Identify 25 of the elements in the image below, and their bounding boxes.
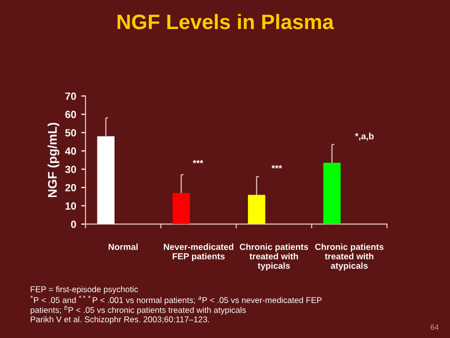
chart-title: NGF Levels in Plasma <box>118 14 334 30</box>
x-tick-label: Chronic patients treated with atypicals <box>315 244 384 271</box>
text: FEP = first-episode psychotic <box>30 286 138 294</box>
y-tick-label: 0 <box>71 220 76 228</box>
y-tick-label: 70 <box>65 92 76 100</box>
y-tick-label: 50 <box>65 129 76 136</box>
annotation: *,a,b <box>354 132 374 141</box>
annotation: *** <box>272 165 282 168</box>
y-tick-label: 20 <box>65 184 76 192</box>
text: patients; $^{b}$P < .05 vs chronic patients treated with atypicals <box>30 305 246 315</box>
bar <box>97 136 115 224</box>
y-tick-label: 30 <box>65 166 76 174</box>
x-tick-label: Normal <box>108 244 138 250</box>
annotation: *** <box>192 160 204 164</box>
bar <box>248 194 266 224</box>
y-tick-label: 60 <box>65 110 76 118</box>
y-tick-label: 10 <box>66 202 76 210</box>
y-tick-label: 40 <box>65 147 76 155</box>
bar <box>172 192 190 224</box>
x-tick-label: Never-medicated FEP patients <box>164 244 234 262</box>
y-axis-title: NGF (pg/mL) <box>48 122 60 198</box>
text: Parikh V et al. Schizophr Res. 2003;60:117–123. <box>30 316 209 324</box>
x-tick-label: Chronic patients treated with typicals <box>240 244 308 271</box>
bar <box>323 162 341 224</box>
text: $^{*}$P < .05 and $^{***}$P < .001 vs normal patients; $^{a}$P < .05 vs never-medicated FEP <box>30 295 322 305</box>
